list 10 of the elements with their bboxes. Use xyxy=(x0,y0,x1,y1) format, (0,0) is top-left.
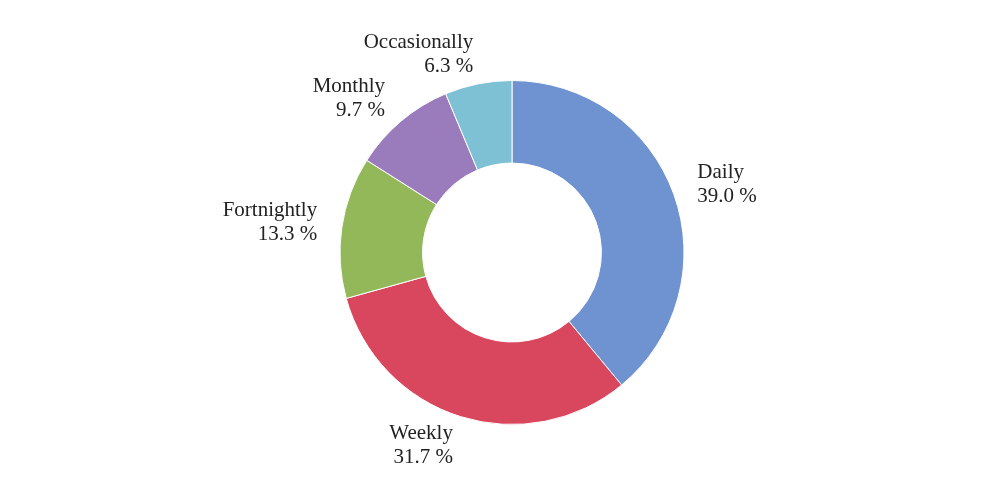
slice-label: Occasionally xyxy=(363,28,474,53)
data-label: 13.3 % xyxy=(257,221,318,246)
slice-label: Daily xyxy=(697,158,745,183)
slice-label: Monthly xyxy=(312,72,386,97)
slice-label: Fortnightly xyxy=(222,197,318,222)
data-label: 31.7 % xyxy=(393,443,453,468)
slice-label: Weekly xyxy=(389,419,454,444)
data-label: 6.3 % xyxy=(424,52,474,77)
data-label: 9.7 % xyxy=(336,96,385,121)
data-label: 39.0 % xyxy=(697,182,757,207)
